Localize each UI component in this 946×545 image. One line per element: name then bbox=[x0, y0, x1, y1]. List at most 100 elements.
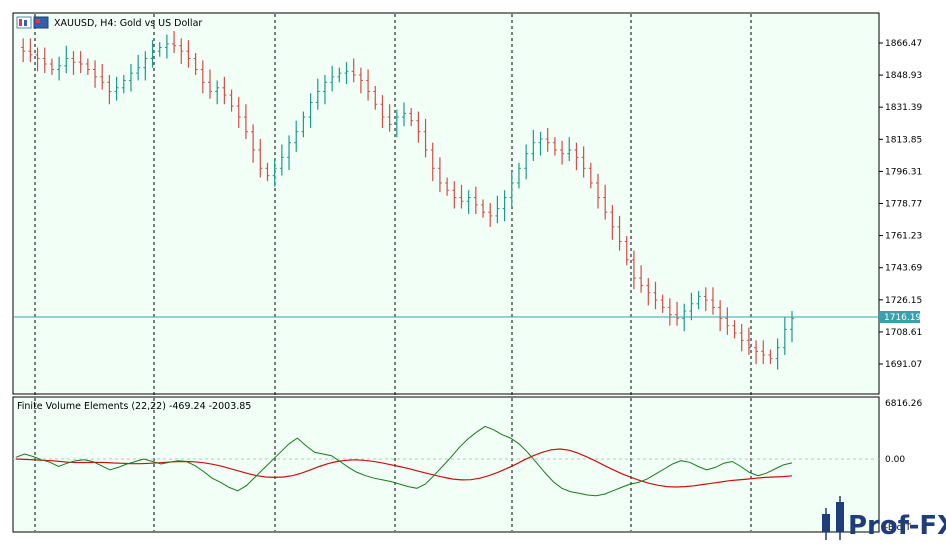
price-bar bbox=[49, 58, 54, 75]
price-axis: 1866.47 1848.93 1831.39 1813.85 1796.31 1778.… bbox=[879, 39, 922, 370]
price-bar bbox=[172, 31, 177, 54]
price-bar bbox=[208, 69, 212, 99]
price-bar bbox=[552, 137, 557, 156]
price-bar bbox=[215, 80, 220, 105]
price-bar bbox=[516, 162, 521, 189]
price-bar bbox=[373, 85, 378, 110]
price-bar bbox=[251, 124, 256, 163]
price-bar bbox=[35, 47, 40, 72]
price-bar bbox=[524, 144, 529, 180]
current-price-label: 1716.19 bbox=[884, 313, 921, 323]
price-bar bbox=[150, 40, 155, 68]
price-bar bbox=[42, 47, 47, 74]
chart-window-icon bbox=[16, 16, 49, 29]
indicator-title: Finite Volume Elements (22,22) -469.24 -… bbox=[17, 401, 251, 412]
price-bar bbox=[567, 137, 572, 161]
indicator-panel[interactable] bbox=[12, 396, 880, 533]
price-bar bbox=[121, 74, 126, 94]
price-bar bbox=[718, 300, 723, 332]
price-tick-label: 1726.15 bbox=[885, 296, 922, 306]
price-bar bbox=[179, 38, 184, 64]
price-tick-label: 1761.23 bbox=[885, 232, 922, 242]
price-bar bbox=[581, 146, 586, 178]
price-bar bbox=[538, 131, 543, 156]
price-bar bbox=[703, 287, 708, 312]
price-bar bbox=[660, 294, 665, 313]
price-bar bbox=[596, 173, 600, 209]
price-bar bbox=[603, 184, 608, 220]
price-bar bbox=[473, 186, 478, 215]
price-tick-label: 1813.85 bbox=[885, 135, 922, 145]
price-bar bbox=[696, 290, 701, 310]
price-bar bbox=[416, 111, 421, 143]
price-bar bbox=[366, 69, 371, 101]
price-bar bbox=[495, 195, 500, 224]
price-bar bbox=[617, 215, 622, 251]
price-bar bbox=[344, 62, 349, 85]
price-bar bbox=[143, 51, 148, 81]
price-bar bbox=[394, 109, 399, 138]
price-bar bbox=[85, 58, 90, 75]
indicator-bottom-label: -Bid:T bbox=[885, 523, 911, 533]
price-tick-label: 1866.47 bbox=[885, 39, 922, 49]
price-bar bbox=[308, 93, 313, 129]
price-bar bbox=[710, 287, 715, 315]
price-bar bbox=[409, 107, 414, 127]
price-bar bbox=[301, 111, 306, 138]
price-bar bbox=[337, 67, 342, 83]
price-tick-label: 1831.39 bbox=[885, 103, 922, 113]
price-tick-label: 1848.93 bbox=[885, 71, 922, 81]
current-price-tag: 1716.19 bbox=[880, 311, 921, 323]
indicator-zero-label: 0.00 bbox=[885, 455, 905, 465]
price-bar bbox=[265, 162, 270, 182]
price-bar bbox=[761, 340, 766, 365]
prof-fx-watermark: Prof-FX bbox=[822, 496, 946, 541]
price-bar bbox=[667, 298, 672, 326]
price-bar bbox=[653, 281, 658, 310]
price-bar bbox=[545, 128, 550, 152]
price-tick-label: 1778.77 bbox=[885, 200, 922, 210]
price-bar bbox=[481, 199, 486, 218]
price-bar bbox=[560, 140, 565, 165]
price-bar bbox=[509, 171, 514, 207]
price-candles bbox=[21, 31, 794, 370]
price-bar bbox=[57, 56, 62, 81]
price-bar bbox=[646, 278, 651, 306]
price-bar bbox=[725, 307, 730, 335]
price-bar bbox=[610, 204, 615, 240]
price-bar bbox=[452, 181, 457, 209]
chart-title-bar: XAUUSD, H4: Gold vs US Dollar bbox=[16, 16, 202, 29]
price-bar bbox=[78, 51, 83, 74]
price-tick-label: 1691.07 bbox=[885, 360, 922, 370]
price-bar bbox=[631, 250, 636, 290]
price-bar bbox=[200, 60, 205, 94]
price-tick-label: 1796.31 bbox=[885, 167, 922, 177]
price-bar bbox=[639, 265, 644, 293]
price-bar bbox=[93, 60, 98, 88]
price-bar bbox=[272, 159, 277, 187]
price-bar bbox=[689, 292, 694, 321]
price-bar bbox=[775, 338, 780, 370]
price-bar bbox=[380, 95, 385, 129]
fve-line bbox=[15, 425, 793, 497]
price-bar bbox=[574, 142, 579, 171]
price-bar bbox=[100, 63, 105, 90]
price-bar bbox=[459, 184, 464, 209]
price-bar bbox=[322, 74, 327, 105]
price-tick-label: 1743.69 bbox=[885, 264, 922, 274]
price-bar bbox=[21, 38, 26, 63]
price-bar bbox=[243, 104, 248, 140]
price-bar bbox=[186, 40, 191, 68]
price-bar bbox=[675, 301, 680, 326]
price-bar bbox=[437, 157, 442, 193]
watermark-text: Prof-FX bbox=[848, 511, 946, 541]
symbol-title: XAUUSD, H4: Gold vs US Dollar bbox=[54, 18, 202, 29]
price-bar bbox=[351, 58, 356, 83]
price-bar bbox=[754, 340, 759, 365]
price-bar bbox=[114, 76, 119, 101]
price-bar bbox=[107, 74, 112, 105]
price-bar bbox=[287, 135, 292, 171]
price-bar bbox=[502, 190, 507, 222]
price-bar bbox=[387, 104, 392, 132]
